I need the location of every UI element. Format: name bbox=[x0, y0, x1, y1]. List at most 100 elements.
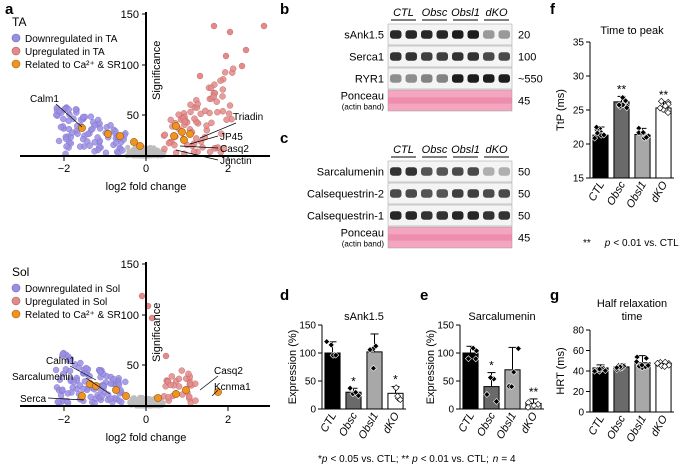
data-point bbox=[483, 391, 491, 398]
blot-label-b-1: Serca1 bbox=[349, 52, 384, 64]
vt-gene-casq2: Casq2 bbox=[220, 144, 249, 155]
vt-gene-junctin: Junctin bbox=[220, 156, 252, 167]
footnote-de-rest2: < 0.01 vs. CTL; bbox=[421, 454, 489, 465]
band bbox=[467, 52, 479, 61]
vb-xtick-m2: −2 bbox=[58, 414, 71, 426]
vt-xlabel: log2 fold change bbox=[106, 181, 187, 193]
footnote-de-p2: p bbox=[411, 454, 418, 465]
point-down bbox=[84, 130, 91, 138]
panel-label-c: c bbox=[280, 130, 288, 147]
point-down bbox=[89, 125, 96, 133]
footnote-de-rest1: < 0.05 vs. CTL; ** bbox=[330, 454, 409, 465]
chart-title-line: Half relaxation bbox=[597, 298, 667, 310]
blot-b-0 bbox=[387, 23, 513, 46]
x-tick-label-obsl1: Obsl1 bbox=[624, 414, 649, 445]
point-ca-sr bbox=[154, 394, 162, 402]
y-tick-label: 15 bbox=[573, 174, 585, 185]
vt-legend-up: Upregulated in TA bbox=[25, 47, 105, 58]
point-up bbox=[186, 380, 194, 387]
data-point bbox=[639, 129, 647, 136]
point-ca-sr bbox=[136, 142, 144, 150]
band bbox=[405, 30, 417, 39]
point-down bbox=[62, 135, 70, 143]
point-down bbox=[87, 393, 94, 401]
point-up bbox=[217, 77, 224, 84]
point-up bbox=[208, 119, 215, 127]
vb-legend-ca: Related to Ca²⁺ & SR bbox=[25, 310, 121, 321]
point-up bbox=[175, 111, 182, 118]
data-point bbox=[654, 359, 661, 367]
x-tick-label-dko: dKO bbox=[649, 413, 671, 438]
data-point bbox=[392, 384, 400, 392]
point-up bbox=[238, 62, 246, 70]
point-up bbox=[211, 145, 218, 152]
band bbox=[436, 74, 448, 83]
point-up bbox=[185, 370, 192, 378]
point-ca-sr bbox=[180, 136, 188, 144]
point-ca-sr bbox=[112, 386, 120, 394]
point-down bbox=[76, 143, 84, 150]
blot-c-1 bbox=[387, 182, 513, 205]
point-down bbox=[96, 125, 104, 132]
vt-tissue: TA bbox=[12, 15, 26, 29]
data-point bbox=[656, 104, 664, 112]
vt-xtick-0: 0 bbox=[143, 163, 149, 175]
point-down bbox=[98, 392, 106, 400]
y-tick-label: 20 bbox=[573, 387, 585, 398]
lane-label-c-dko: dKO bbox=[485, 144, 507, 156]
data-point bbox=[642, 133, 650, 141]
lane-label-dko: dKO bbox=[485, 7, 507, 19]
vt-gene-triadin: Triadin bbox=[233, 112, 263, 123]
point-down bbox=[80, 113, 87, 121]
chart-title: Sarcalumenin bbox=[468, 311, 535, 323]
point-ca-sr bbox=[170, 132, 178, 140]
point-up bbox=[206, 148, 214, 156]
point-down bbox=[56, 107, 63, 115]
bar-dko bbox=[655, 107, 672, 179]
y-tick-label: 100 bbox=[437, 349, 454, 360]
lane-label-ctl: CTL bbox=[393, 7, 414, 19]
y-tick-label: 80 bbox=[573, 326, 585, 337]
bar-ctl bbox=[324, 352, 341, 410]
point-up bbox=[167, 116, 174, 124]
data-point bbox=[615, 101, 623, 109]
bar-obsc bbox=[613, 366, 630, 413]
band bbox=[452, 167, 464, 176]
point-up bbox=[138, 292, 146, 300]
point-up bbox=[161, 145, 168, 153]
blot-b-2 bbox=[387, 67, 513, 90]
point-up bbox=[175, 375, 183, 383]
vt-ytick-100: 100 bbox=[121, 60, 139, 72]
band bbox=[498, 167, 510, 176]
point-up bbox=[187, 101, 194, 108]
data-point bbox=[508, 383, 516, 391]
footnote-de-rest3: = 4 bbox=[501, 454, 516, 465]
point-up bbox=[229, 65, 237, 72]
blot-kda-b-3: 45 bbox=[518, 96, 530, 108]
band bbox=[390, 74, 402, 83]
band bbox=[498, 74, 510, 83]
data-point bbox=[514, 345, 522, 352]
point-down bbox=[80, 385, 87, 393]
point-up bbox=[162, 352, 170, 360]
chart-title: sAnk1.5 bbox=[344, 311, 384, 323]
point-up bbox=[192, 397, 199, 404]
point-up bbox=[165, 394, 172, 401]
point-down bbox=[54, 398, 61, 406]
band bbox=[390, 167, 402, 176]
blot-kda-c-0: 50 bbox=[518, 167, 530, 179]
data-point bbox=[596, 365, 603, 373]
band bbox=[421, 52, 433, 61]
band bbox=[436, 167, 448, 176]
bar-ctl bbox=[592, 134, 609, 179]
y-tick-label: 60 bbox=[573, 346, 585, 357]
point-down bbox=[59, 386, 66, 393]
point-up bbox=[221, 69, 229, 76]
blot-b-1 bbox=[387, 45, 513, 68]
band bbox=[467, 189, 479, 198]
data-point bbox=[591, 367, 598, 375]
blot-kda-b-1: 100 bbox=[518, 52, 536, 64]
